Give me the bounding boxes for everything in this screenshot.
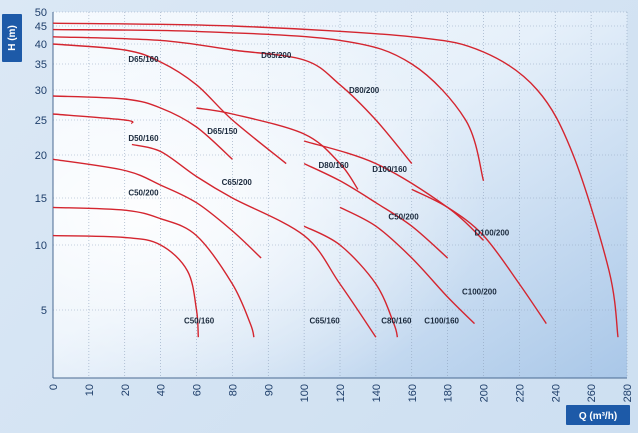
curve-d50-160 (52, 113, 134, 125)
model-label: C100/200 (462, 287, 497, 296)
x-tick-label: 120 (335, 384, 347, 402)
model-label: D50/160 (128, 134, 159, 143)
model-label: D80/200 (349, 86, 380, 95)
x-tick-label: 0 (48, 384, 60, 390)
y-tick-label: 50 (35, 7, 47, 19)
x-tick-label: 60 (192, 384, 204, 396)
curve-c65-200 (131, 143, 377, 338)
model-label: C50/160 (184, 317, 215, 326)
curve-c100-200 (411, 188, 547, 324)
x-tick-label: 180 (443, 384, 455, 402)
model-label: D65/150 (207, 127, 238, 136)
x-tick-label: 80 (227, 384, 239, 396)
x-tick-label: 160 (407, 384, 419, 402)
curve-d65-160 (52, 43, 287, 165)
model-label: D65/200 (261, 51, 292, 60)
x-tick-label: 90 (263, 384, 275, 396)
y-tick-label: 20 (35, 150, 47, 162)
curve-d80-200 (52, 28, 485, 181)
model-label: D65/160 (128, 55, 159, 64)
x-tick-label: 240 (550, 384, 562, 402)
curve-d65-150 (52, 95, 233, 160)
curve-d65-200 (52, 36, 413, 165)
x-tick-label: 280 (622, 384, 634, 402)
y-tick-label: 40 (35, 39, 47, 51)
model-label: C65/160 (310, 317, 341, 326)
y-tick-label: 35 (35, 59, 47, 71)
x-tick-label: 260 (586, 384, 598, 402)
y-tick-label: 5 (41, 305, 47, 317)
tick-layer: 0 10 20 40 60 80 90 100 120 140 160 180 200 220 240 260… (35, 7, 634, 402)
model-label: D100/200 (475, 229, 510, 238)
x-tick-label: 40 (156, 384, 168, 396)
label-layer: D65/160 D65/200 D80/200 D50/160 D65/150 D80/1… (128, 51, 509, 326)
y-tick-label: 10 (35, 240, 47, 252)
curve-c80-200 (303, 162, 449, 259)
model-label: D100/160 (372, 165, 407, 174)
x-tick-label: 10 (84, 384, 96, 396)
model-label: C50/200 (388, 213, 419, 222)
model-label: C50/200 (128, 188, 159, 197)
grid-layer (52, 11, 628, 379)
x-tick-label: 200 (479, 384, 491, 402)
y-tick-label: 25 (35, 115, 47, 127)
x-axis-title: Q (m³/h) (579, 411, 617, 422)
model-label: C80/160 (381, 317, 412, 326)
y-tick-label: 30 (35, 85, 47, 97)
curve-c65-160 (52, 206, 255, 338)
model-label: D80/160 (318, 161, 349, 170)
y-axis-title: H (m) (7, 25, 18, 51)
x-tick-label: 100 (299, 384, 311, 402)
curve-c80-160 (303, 225, 399, 338)
y-tick-label: 45 (35, 21, 47, 33)
y-axis-badge (2, 14, 22, 62)
y-tick-label: 15 (35, 193, 47, 205)
x-tick-label: 140 (371, 384, 383, 402)
curve-c50-200 (52, 158, 262, 259)
x-axis-badge (566, 405, 630, 425)
curve-c50-160 (52, 234, 199, 338)
curve-d100-200 (52, 22, 619, 338)
model-label: C100/160 (424, 317, 459, 326)
model-label: C65/200 (222, 178, 253, 187)
curve-c100-160 (339, 206, 475, 325)
x-tick-label: 220 (514, 384, 526, 402)
curve-d100-160 (303, 140, 484, 241)
x-tick-label: 20 (120, 384, 132, 396)
curve-layer (52, 22, 619, 338)
curve-d80-160 (196, 107, 359, 190)
